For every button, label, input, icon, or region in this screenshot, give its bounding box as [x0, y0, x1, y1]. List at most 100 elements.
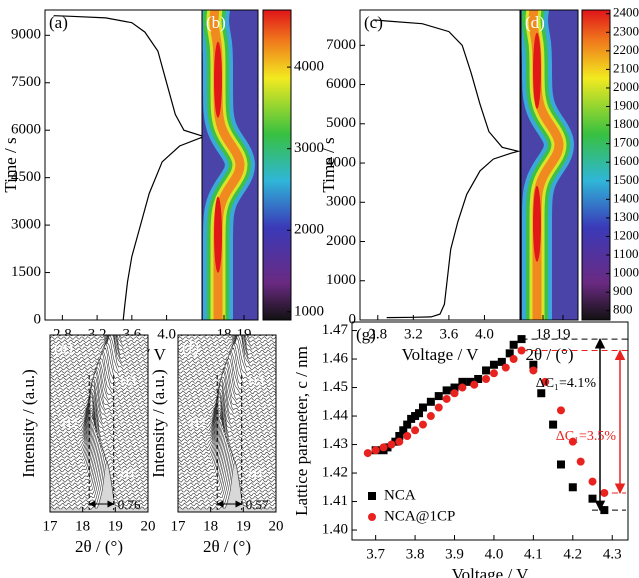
- colorbar-tick-label: 1000: [294, 303, 324, 319]
- colorbar: [581, 9, 611, 321]
- voltage-curve: [373, 19, 521, 319]
- data-point: [501, 363, 510, 372]
- x-tick-label: 4.3: [603, 546, 622, 562]
- y-tick-label: 0: [34, 311, 42, 327]
- data-point: [426, 412, 435, 421]
- colorbar: [262, 9, 292, 321]
- panel-label: (a): [49, 13, 68, 32]
- peak-label: H1: [248, 465, 264, 480]
- annotation: ΔC₁=3.5%: [556, 429, 617, 444]
- heatmap: [521, 10, 578, 320]
- data-point: [549, 420, 558, 429]
- y-tick-label: 1.45: [322, 379, 348, 395]
- plot-frame: [49, 334, 149, 513]
- y-tick-label: 1.46: [322, 350, 349, 366]
- y-tick-label: 7500: [11, 74, 41, 90]
- data-point: [505, 349, 514, 358]
- data-point: [600, 488, 609, 497]
- data-point: [588, 477, 597, 486]
- data-point: [434, 403, 443, 412]
- peak-label: H3: [120, 373, 136, 388]
- data-point: [434, 392, 443, 401]
- y-tick-label: 7000: [326, 37, 356, 53]
- data-point: [474, 374, 483, 383]
- data-point: [399, 426, 408, 435]
- x-tick-label: 4.2: [563, 546, 582, 562]
- panel-label: (c): [364, 13, 383, 32]
- y-axis-label: Intensity / (a.u.): [149, 369, 168, 478]
- y-tick-label: 1.42: [322, 464, 348, 480]
- x-tick-label: 2.8: [368, 326, 387, 342]
- data-point: [556, 406, 565, 415]
- data-point: [387, 440, 396, 449]
- y-tick-label: 3000: [11, 217, 41, 233]
- data-point: [541, 377, 550, 386]
- y-tick-label: 1.47: [322, 322, 349, 338]
- data-point: [363, 449, 372, 458]
- y-axis-label: Lattice parameter, c / nm: [292, 346, 311, 516]
- data-point: [576, 457, 585, 466]
- y-axis-label: Time / s: [1, 137, 20, 192]
- x-tick-label: 4.0: [475, 326, 494, 342]
- data-point: [466, 377, 475, 386]
- data-point: [371, 446, 380, 455]
- panel-label: (g): [356, 325, 376, 344]
- colorbar-tick-label: 1000: [613, 265, 639, 280]
- data-point: [482, 366, 491, 375]
- y-tick-label: 6000: [11, 122, 41, 138]
- y-tick-label: 1.40: [322, 521, 348, 537]
- colorbar-tick-label: 2300: [613, 23, 639, 38]
- diffraction-trace: [50, 451, 148, 512]
- plot-frame: [351, 321, 629, 541]
- y-tick-label: 1000: [326, 272, 356, 288]
- data-point: [509, 340, 518, 349]
- colorbar-tick-label: 1200: [613, 227, 639, 242]
- peak-label: H2: [62, 415, 78, 430]
- legend-marker: [368, 513, 376, 521]
- panel-label: (e): [54, 338, 73, 357]
- x-tick-label: 19: [108, 518, 123, 534]
- x-tick-label: 19: [236, 518, 251, 534]
- plot-frame: [201, 9, 259, 321]
- data-point: [529, 366, 538, 375]
- colorbar-tick-label: 1600: [613, 153, 639, 168]
- y-tick-label: 0: [349, 311, 357, 327]
- data-point: [418, 420, 427, 429]
- y-tick-label: 9000: [11, 27, 41, 43]
- data-point: [458, 383, 467, 392]
- colorbar-tick-label: 2100: [613, 60, 639, 75]
- x-tick-label: 3.7: [366, 546, 385, 562]
- data-point: [442, 386, 451, 395]
- colorbar-tick-label: 3000: [294, 140, 324, 156]
- heatmap-hotspot: [214, 196, 223, 273]
- peak-shift-label: 0.76: [118, 497, 141, 512]
- x-axis-label: Voltage / V: [402, 345, 480, 364]
- annotation: ΔC₁=4.1%: [536, 376, 597, 391]
- peak-shift-label: 0.57: [246, 497, 269, 512]
- x-tick-label: 17: [43, 518, 59, 534]
- data-point: [411, 426, 420, 435]
- data-point: [403, 431, 412, 440]
- colorbar-tick-label: 900: [613, 283, 633, 298]
- panel-label: (b): [206, 13, 226, 32]
- x-tick-label: 4.0: [485, 546, 504, 562]
- diffraction-stack: [178, 335, 276, 512]
- heatmap-hotspot: [533, 185, 542, 262]
- data-point: [537, 389, 546, 398]
- data-point: [442, 394, 451, 403]
- y-tick-label: 1500: [11, 264, 41, 280]
- peak-label: H3: [248, 373, 264, 388]
- y-axis-label: Intensity / (a.u.): [19, 369, 38, 478]
- diffraction-trace: [178, 451, 276, 512]
- data-point: [403, 420, 412, 429]
- heatmap-hotspot: [533, 32, 542, 109]
- y-tick-label: 3000: [326, 194, 356, 210]
- data-point: [379, 443, 388, 452]
- data-point: [489, 369, 498, 378]
- x-tick-label: 3.8: [406, 546, 425, 562]
- plot-frame: [44, 9, 211, 321]
- y-tick-label: 1.43: [322, 436, 348, 452]
- x-tick-label: 20: [141, 518, 156, 534]
- colorbar-tick-label: 1300: [613, 209, 639, 224]
- data-point: [497, 357, 506, 366]
